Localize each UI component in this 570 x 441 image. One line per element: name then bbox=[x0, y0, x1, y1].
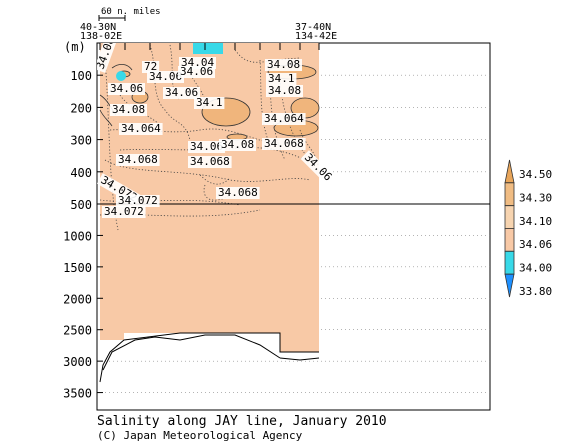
contour-label-text: 34.08 bbox=[268, 84, 301, 97]
y-tick-label: 500 bbox=[70, 198, 92, 212]
contour-label-text: 34.06 bbox=[190, 140, 223, 153]
left-station-lat: 40-30N bbox=[80, 22, 116, 33]
contour-label: 34.08 bbox=[265, 58, 302, 71]
contour-label: 34.068 bbox=[188, 155, 232, 168]
contour-label-text: 34.072 bbox=[104, 205, 144, 218]
y-tick-label: 2000 bbox=[63, 292, 92, 306]
contour-label-text: 34.068 bbox=[118, 153, 158, 166]
contour-label: 34.06 bbox=[147, 70, 184, 83]
colour-legend: 34.50 34.30 34.10 34.06 34.00 33.80 bbox=[504, 159, 552, 298]
legend-level-label: 34.10 bbox=[519, 215, 552, 228]
contour-label-text: 34.08 bbox=[221, 138, 254, 151]
contour-label: 72 bbox=[142, 60, 160, 73]
bottom-topography-right bbox=[279, 357, 320, 361]
contour-label: 34.064 bbox=[262, 112, 306, 125]
contour-label-text: 34.064 bbox=[121, 122, 161, 135]
legend-swatch bbox=[504, 159, 515, 184]
contour-label-text: 34.1 bbox=[196, 96, 223, 109]
y-tick-label: 200 bbox=[70, 101, 92, 115]
contour-label-text: 34.04 bbox=[181, 56, 214, 69]
bottom-topography bbox=[99, 332, 319, 383]
legend-level-label: 33.80 bbox=[519, 285, 552, 298]
legend-level-label: 34.50 bbox=[519, 168, 552, 181]
contour-label: 34.072 bbox=[116, 194, 160, 207]
legend-swatch bbox=[504, 250, 515, 275]
y-axis-ticks: 100 200 300 400 500 1000 1500 2000 2500 3000 3500 bbox=[63, 69, 103, 401]
right-station-lon: 134-42E bbox=[295, 31, 337, 42]
contour-label: 34.064 bbox=[119, 122, 163, 135]
contour-label-text: 34.06 bbox=[165, 86, 198, 99]
contour-label: 34.068 bbox=[216, 186, 260, 199]
scale-bar bbox=[98, 15, 126, 21]
y-tick-label: 3000 bbox=[63, 355, 92, 369]
station-ticks bbox=[99, 43, 320, 50]
contour-label-text: 34.064 bbox=[264, 112, 304, 125]
contour-label: 34.06 bbox=[163, 86, 200, 99]
contour-label: 34.068 bbox=[116, 153, 160, 166]
y-tick-label: 400 bbox=[70, 166, 92, 180]
bottom-profile bbox=[102, 334, 281, 371]
legend-level-label: 34.00 bbox=[519, 262, 552, 275]
y-unit-label: (m) bbox=[64, 40, 86, 54]
right-station-lat: 37-40N bbox=[295, 22, 331, 33]
contour-label-text: 34.072 bbox=[118, 194, 158, 207]
y-tick-label: 1500 bbox=[63, 261, 92, 275]
chart-title: Salinity along JAY line, January 2010 bbox=[97, 414, 387, 429]
contour-label-text: 34.068 bbox=[218, 186, 258, 199]
y-tick-label: 100 bbox=[70, 69, 92, 83]
low-salinity-patches bbox=[116, 43, 223, 81]
y-tick-label: 3500 bbox=[63, 387, 92, 401]
contour-label: 34.1 bbox=[194, 96, 225, 109]
legend-swatch bbox=[504, 228, 515, 252]
contour-label: 34.072 bbox=[102, 205, 146, 218]
contour-label-text: 34.06 bbox=[180, 65, 213, 78]
legend-level-label: 34.06 bbox=[519, 238, 552, 251]
contour-label-text: 34.068 bbox=[264, 137, 304, 150]
credit-text: (C) Japan Meteorological Agency bbox=[97, 429, 303, 441]
contour-label-text: 34.068 bbox=[190, 155, 230, 168]
contour-label: 34.08 bbox=[219, 138, 256, 151]
legend-swatch bbox=[504, 205, 515, 229]
contour-label: 34.1 bbox=[266, 72, 297, 85]
contour-label-text: 34.08 bbox=[112, 103, 145, 116]
y-tick-label: 1000 bbox=[63, 229, 92, 243]
scale-label: 60 n. miles bbox=[101, 7, 161, 17]
contour-label: 34.08 bbox=[266, 84, 303, 97]
contour-label: 34.08 bbox=[110, 103, 147, 116]
legend-level-label: 34.30 bbox=[519, 191, 552, 204]
contour-label: 34.06 bbox=[188, 140, 225, 153]
contour-label-text: 34.1 bbox=[268, 72, 295, 85]
y-tick-label: 300 bbox=[70, 134, 92, 148]
y-tick-label: 2500 bbox=[63, 324, 92, 338]
left-station-lon: 138-02E bbox=[80, 31, 122, 42]
legend-swatch bbox=[504, 273, 515, 298]
contour-label: 34.068 bbox=[262, 137, 306, 150]
contour-label: 34.06 bbox=[108, 82, 145, 95]
contour-label-text: 34.06 bbox=[149, 70, 182, 83]
contour-label-text: 72 bbox=[144, 60, 157, 73]
contour-label: 34.06 bbox=[178, 65, 215, 78]
legend-swatch bbox=[504, 182, 515, 207]
contour-label-text: 34.08 bbox=[267, 58, 300, 71]
contour-label-text: 34.06 bbox=[110, 82, 143, 95]
